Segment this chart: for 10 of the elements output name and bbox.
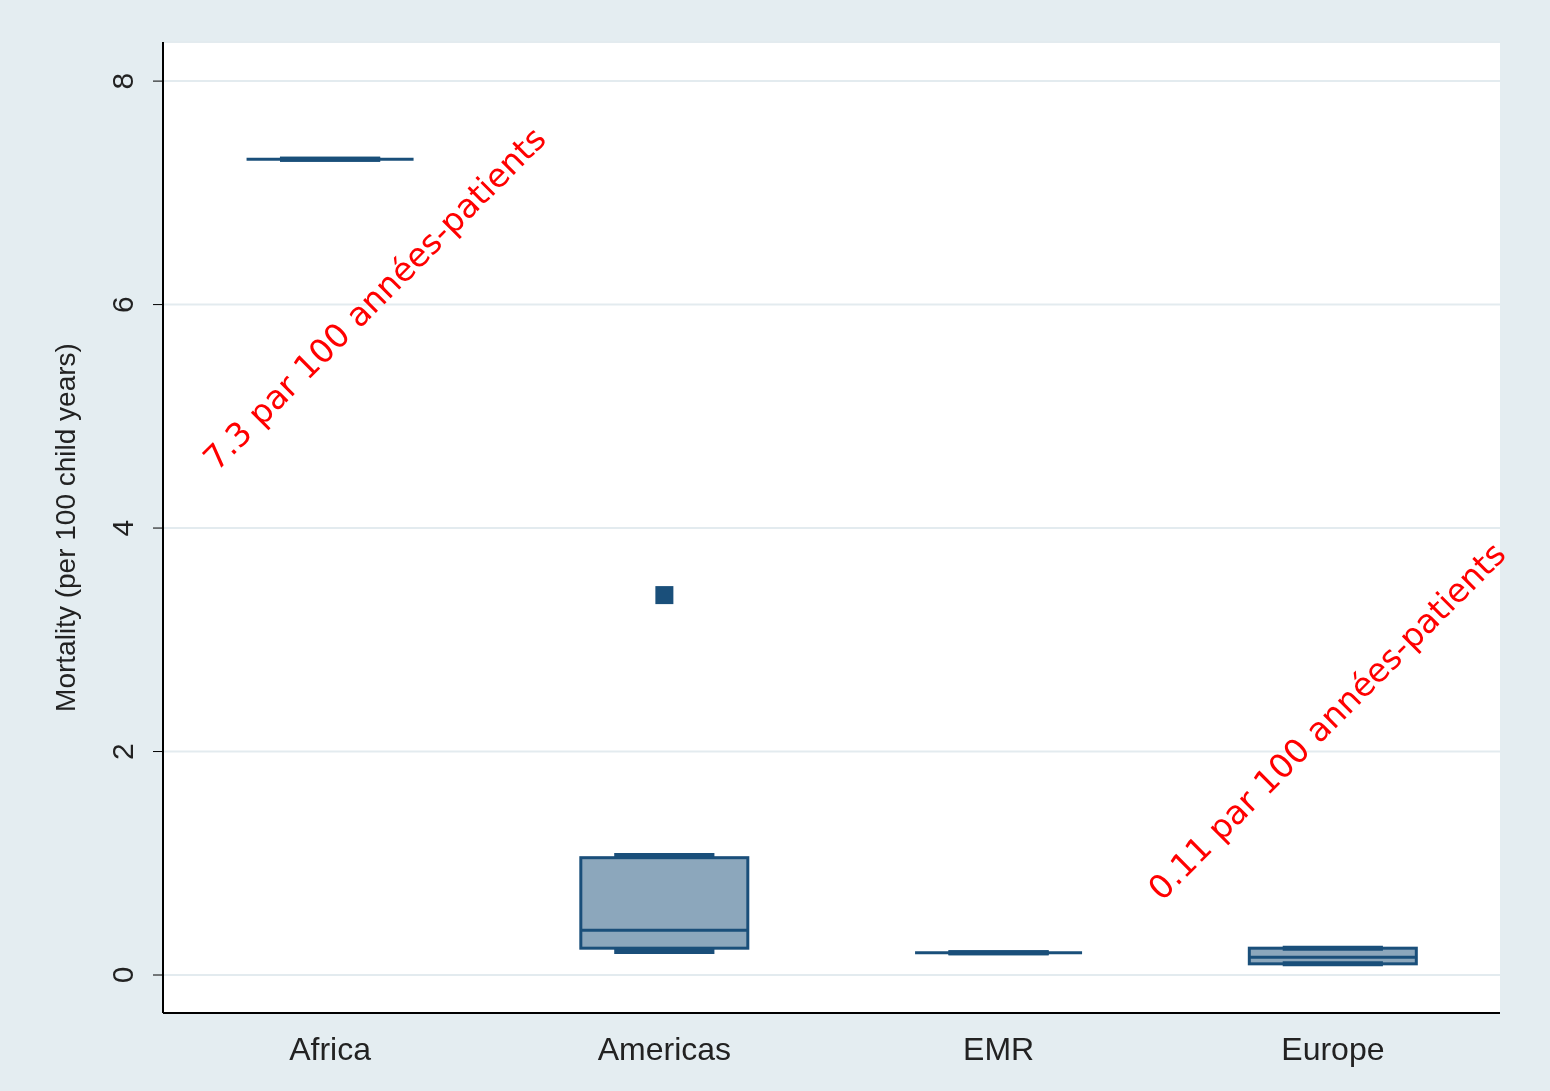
x-tick-label: Europe — [1281, 1030, 1385, 1067]
x-tick-label: Africa — [289, 1030, 372, 1067]
y-tick-label: 6 — [106, 296, 139, 313]
y-tick-label: 0 — [106, 966, 139, 984]
y-tick-label: 8 — [106, 72, 139, 90]
y-axis-title: Mortality (per 100 child years) — [49, 343, 81, 712]
x-tick-label: EMR — [963, 1030, 1035, 1067]
x-tick-label: Americas — [597, 1030, 732, 1067]
y-tick-label: 2 — [106, 743, 139, 760]
y-tick-label: 4 — [106, 519, 139, 537]
